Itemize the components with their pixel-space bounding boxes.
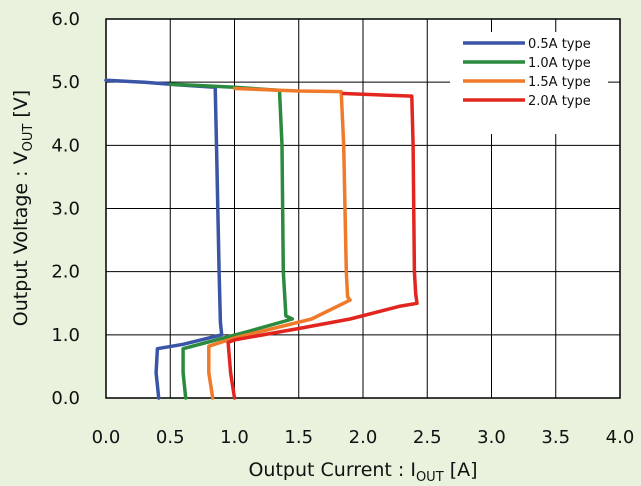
x-tick-label: 4.0 — [606, 427, 635, 448]
x-tick-label: 2.5 — [413, 427, 442, 448]
legend-label: 1.0A type — [528, 56, 591, 71]
legend-label: 1.5A type — [528, 75, 591, 90]
series-line — [226, 91, 419, 400]
y-tick-label: 1.0 — [51, 325, 80, 346]
y-tick-label: 4.0 — [51, 135, 80, 156]
y-tick-label: 3.0 — [51, 199, 80, 220]
plot-frame — [105, 18, 621, 399]
legend: 0.5A type 1.0A type 1.5A type 2.0A type — [463, 37, 591, 109]
x-tick-label: 3.0 — [477, 427, 506, 448]
legend-label: 2.0A type — [528, 94, 591, 109]
y-tick-label: 0.0 — [51, 388, 80, 409]
y-tick-labels: 0.0 1.0 2.0 3.0 4.0 5.0 6.0 — [51, 9, 80, 409]
x-tick-label: 0.0 — [92, 427, 121, 448]
x-tick-label: 1.0 — [220, 427, 249, 448]
y-tick-label: 2.0 — [51, 262, 80, 283]
y-tick-label: 6.0 — [51, 9, 80, 30]
x-axis-title: Output Current : IOUT [A] — [248, 459, 477, 485]
x-tick-label: 3.5 — [541, 427, 570, 448]
series-line — [207, 86, 352, 400]
x-tick-label: 0.5 — [156, 427, 185, 448]
legend-box — [450, 32, 608, 134]
series-lines — [104, 78, 419, 400]
x-tick-labels: 0.0 0.5 1.0 1.5 2.0 2.5 3.0 3.5 4.0 — [92, 427, 635, 448]
x-tick-label: 2.0 — [349, 427, 378, 448]
legend-label: 0.5A type — [528, 37, 591, 52]
y-tick-label: 5.0 — [51, 72, 80, 93]
x-tick-label: 1.5 — [284, 427, 313, 448]
y-axis-title: Output Voltage : VOUT [V] — [10, 90, 36, 326]
